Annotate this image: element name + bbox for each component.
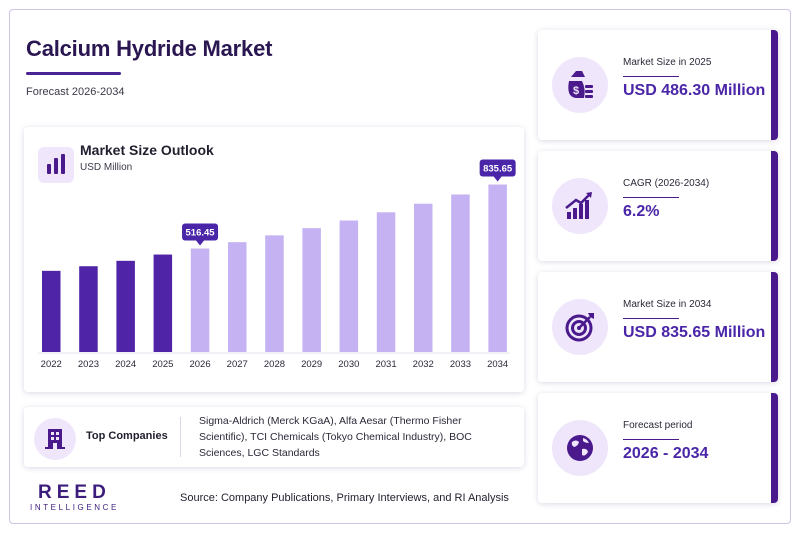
x-tick-label: 2031 (375, 359, 396, 370)
x-tick-label: 2026 (189, 359, 210, 370)
x-tick-label: 2022 (41, 359, 62, 370)
stat-value: USD 835.65 Million (623, 324, 766, 341)
callout-label: 516.45 (186, 228, 216, 239)
x-tick-label: 2032 (413, 359, 434, 370)
stat-label: Market Size in 2025 (623, 57, 712, 68)
stat-label: CAGR (2026-2034) (623, 178, 710, 189)
x-tick-label: 2030 (338, 359, 359, 370)
bar-2028 (265, 235, 284, 352)
building-icon (34, 418, 76, 460)
x-tick-label: 2025 (152, 359, 173, 370)
bar-2023 (79, 266, 98, 352)
bar-2024 (116, 260, 135, 352)
page-title: Calcium Hydride Market (26, 36, 273, 61)
brand-logo: REED (38, 482, 111, 503)
callout-label: 835.65 (483, 164, 513, 175)
chart-unit: USD Million (80, 162, 133, 173)
stat-divider (623, 439, 679, 440)
bar-2025 (153, 254, 173, 352)
stat-divider (623, 197, 679, 198)
title-underline (26, 72, 121, 75)
companies-divider (180, 417, 181, 457)
page-subtitle: Forecast 2026-2034 (26, 86, 125, 98)
target-icon (552, 299, 608, 355)
card-accent (771, 393, 778, 503)
x-tick-label: 2027 (227, 359, 248, 370)
card-accent (771, 30, 778, 140)
stat-card-cagr: CAGR (2026-2034) 6.2% (538, 151, 778, 261)
stat-divider (623, 76, 679, 77)
stat-card-market-2025: $ Market Size in 2025 USD 486.30 Million (538, 30, 778, 140)
bar-2030 (339, 220, 359, 352)
x-tick-label: 2023 (78, 359, 99, 370)
market-size-bar-chart: 2022 2023 2024 2025 2026 2027 2028 2029 2030 2031… (38, 159, 516, 370)
x-tick-label: 2024 (115, 359, 136, 370)
bar-2022 (42, 270, 61, 352)
stat-value: 6.2% (623, 203, 660, 220)
bar-2026 (190, 248, 210, 352)
bar-chart-icon (38, 147, 74, 183)
stat-card-market-2034: Market Size in 2034 USD 835.65 Million (538, 272, 778, 382)
stat-card-forecast-period: Forecast period 2026 - 2034 (538, 393, 778, 503)
callout-2026: 516.45 (182, 223, 219, 246)
bar-2032 (414, 203, 433, 352)
x-tick-label: 2028 (264, 359, 285, 370)
stat-value: 2026 - 2034 (623, 445, 709, 462)
card-accent (771, 151, 778, 261)
growth-chart-icon (552, 178, 608, 234)
brand-logo-sub: INTELLIGENCE (30, 503, 119, 512)
card-accent (771, 272, 778, 382)
stat-label: Forecast period (623, 420, 693, 431)
stat-value: USD 486.30 Million (623, 82, 766, 99)
x-tick-label: 2029 (301, 359, 322, 370)
x-tick-label: 2033 (450, 359, 471, 370)
top-companies-label: Top Companies (86, 430, 168, 442)
x-tick-label: 2034 (487, 359, 508, 370)
bar-2031 (376, 212, 396, 352)
globe-icon (552, 420, 608, 476)
chart-title: Market Size Outlook (80, 142, 214, 158)
bar-2033 (451, 194, 470, 352)
source-note: Source: Company Publications, Primary In… (180, 492, 509, 504)
bar-2027 (228, 242, 247, 352)
bar-2034 (488, 184, 507, 352)
stat-divider (623, 318, 679, 319)
top-companies-list: Sigma-Aldrich (Merck KGaA), Alfa Aesar (… (199, 415, 472, 459)
stat-label: Market Size in 2034 (623, 299, 712, 310)
bar-2029 (302, 228, 321, 352)
callout-2034: 835.65 (479, 159, 516, 182)
money-bag-icon: $ (552, 57, 608, 113)
svg-text:$: $ (573, 85, 579, 97)
top-companies-card (24, 407, 524, 467)
